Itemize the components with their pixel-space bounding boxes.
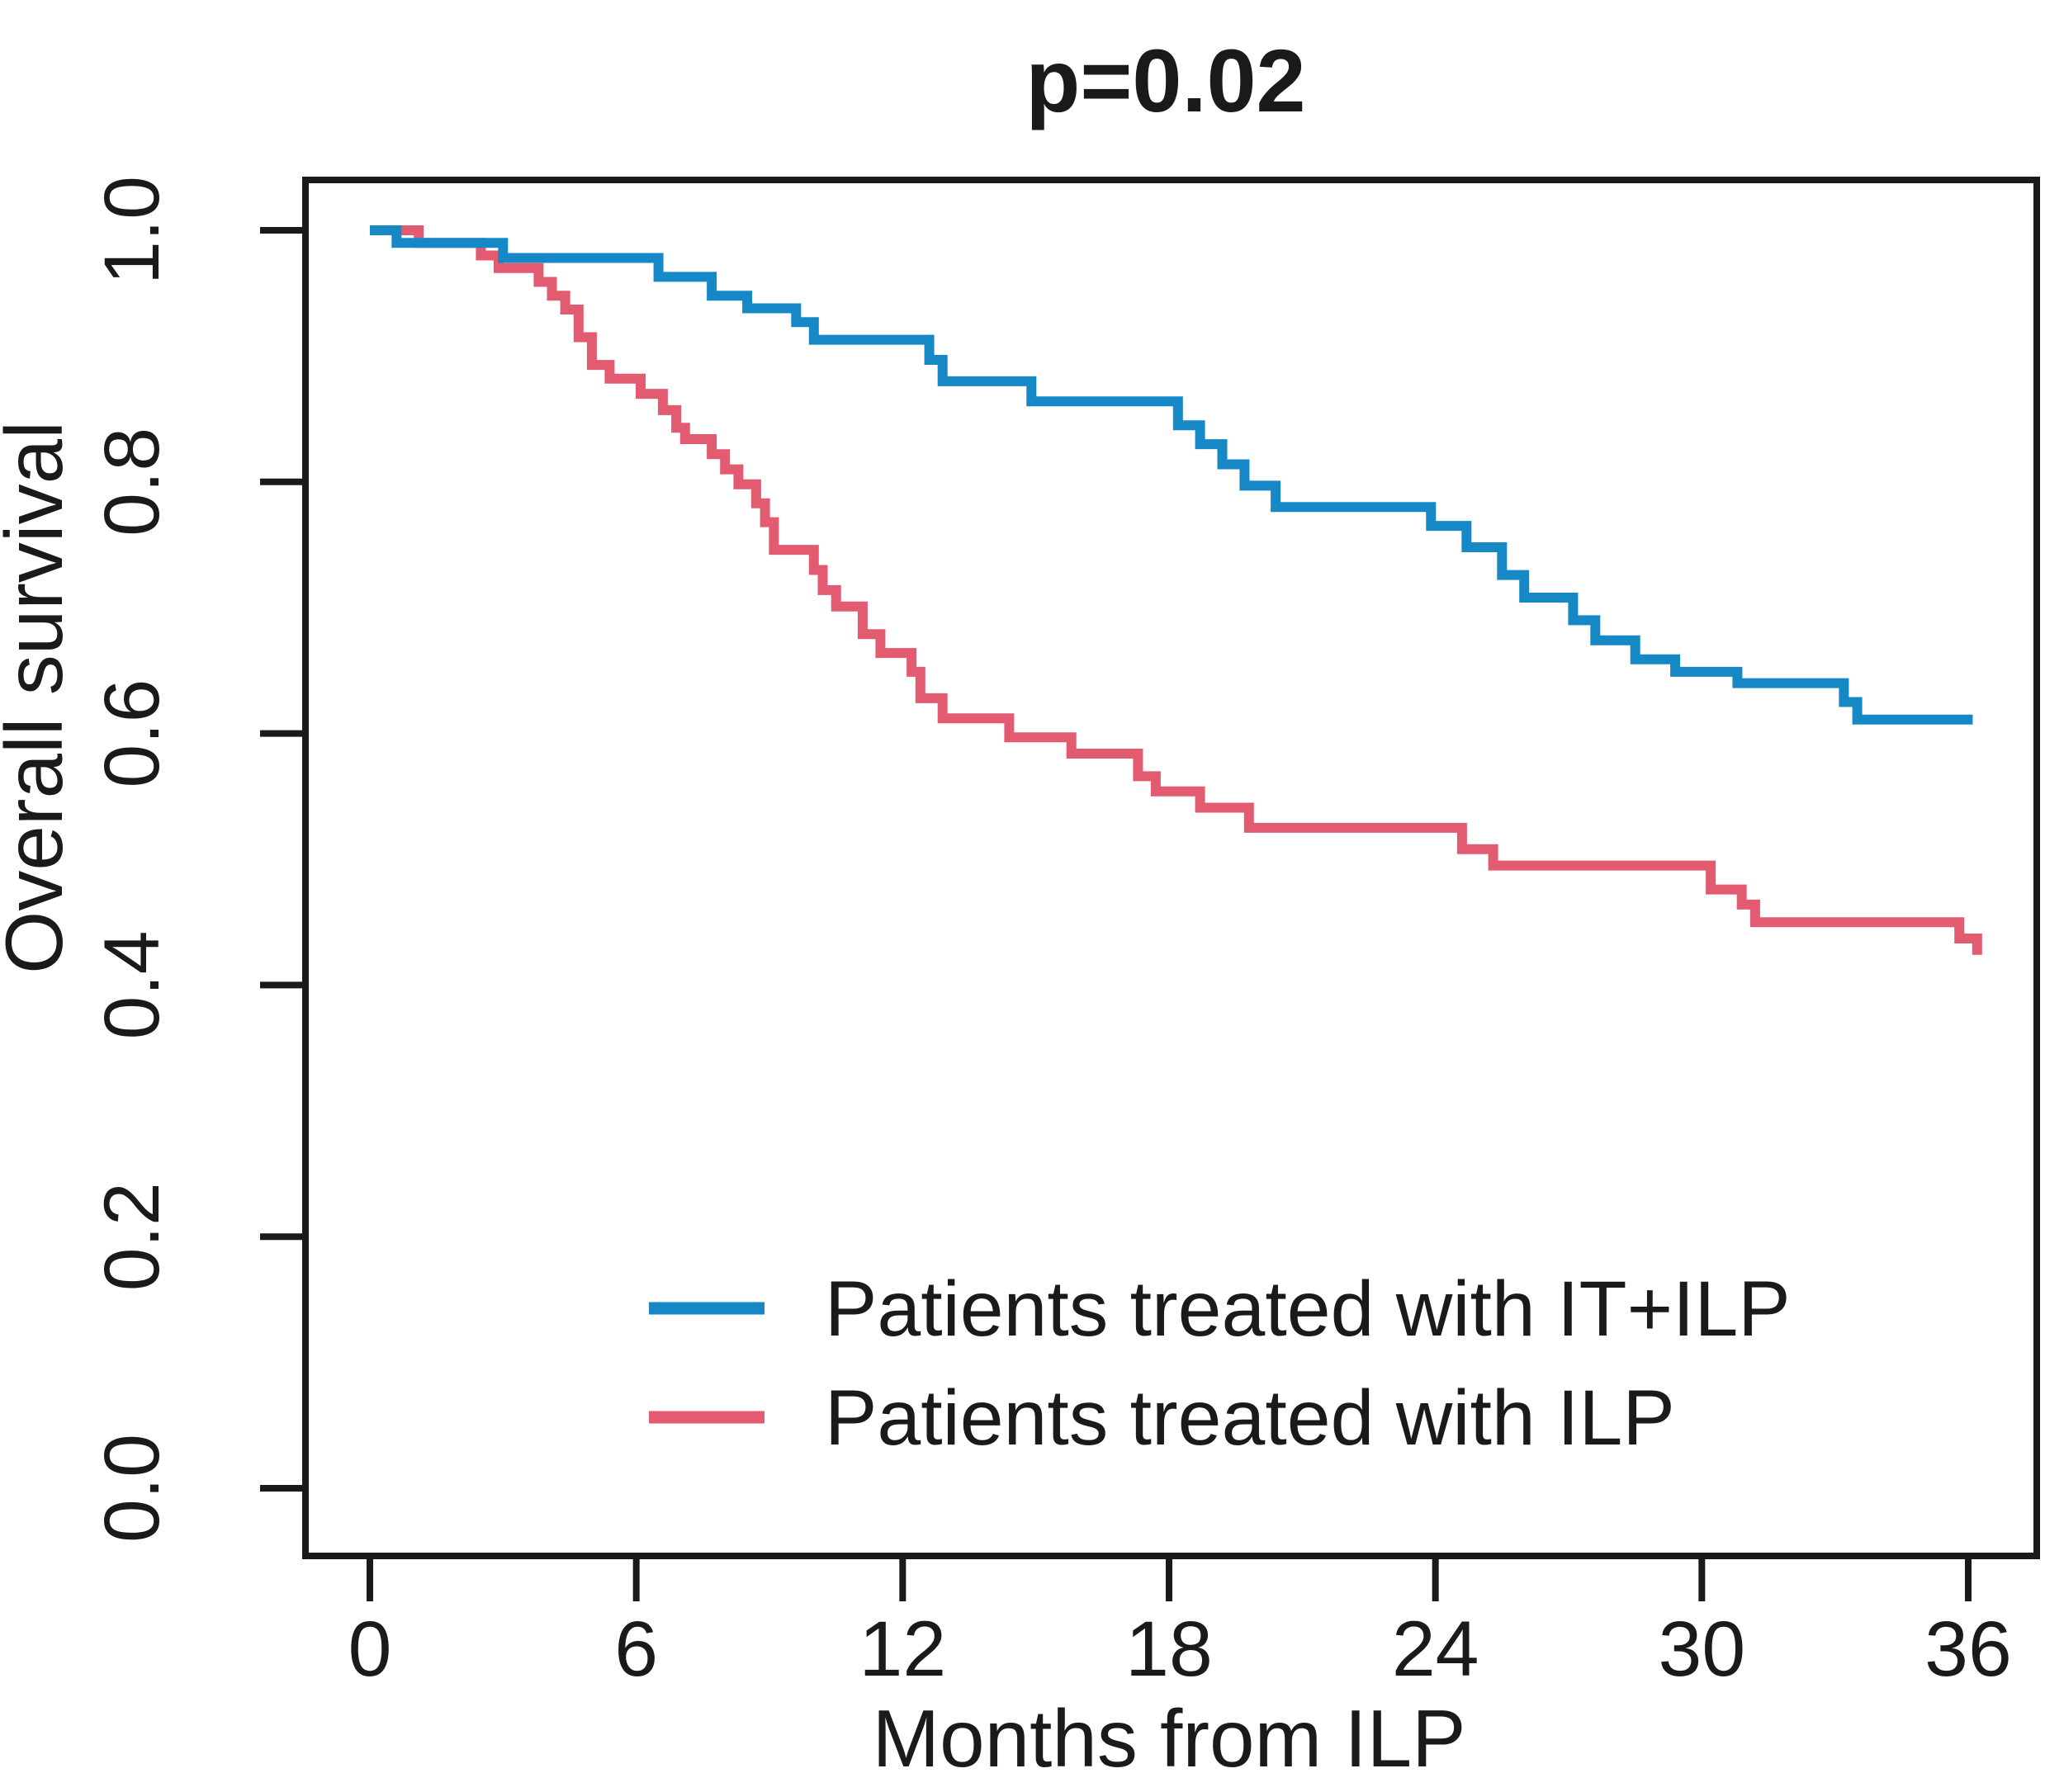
axis-ticks <box>260 227 1972 1601</box>
y-tick-label: 0.0 <box>88 1434 176 1543</box>
x-tick-label: 24 <box>1392 1605 1479 1693</box>
x-tick-label: 6 <box>614 1605 658 1693</box>
y-tick-label: 0.8 <box>88 428 176 537</box>
legend-label-it-ilp: Patients treated with IT+ILP <box>825 1265 1791 1353</box>
x-tick-label: 30 <box>1658 1605 1745 1693</box>
y-axis-label: Overall survival <box>0 421 79 974</box>
x-tick-label: 12 <box>859 1605 946 1693</box>
y-tick-label: 0.2 <box>88 1182 176 1291</box>
axis-tick-labels: 0 6 12 18 24 30 36 0.0 0.2 0.4 0.6 0.8 1.0 <box>88 176 2012 1693</box>
curve-it-ilp <box>370 225 1973 725</box>
y-tick-label: 1.0 <box>88 176 176 285</box>
y-tick-label: 0.6 <box>88 679 176 788</box>
survival-curves <box>370 225 1982 955</box>
chart-title: p=0.02 <box>1025 31 1305 130</box>
x-tick-label: 18 <box>1125 1605 1213 1693</box>
curve-ilp <box>370 225 1982 955</box>
legend: Patients treated with IT+ILP Patients tr… <box>649 1265 1791 1462</box>
x-tick-label: 36 <box>1924 1605 2012 1693</box>
y-tick-label: 0.4 <box>88 930 176 1039</box>
x-tick-label: 0 <box>348 1605 392 1693</box>
x-axis-label: Months from ILP <box>873 1693 1466 1784</box>
legend-label-ilp: Patients treated with ILP <box>825 1374 1675 1462</box>
